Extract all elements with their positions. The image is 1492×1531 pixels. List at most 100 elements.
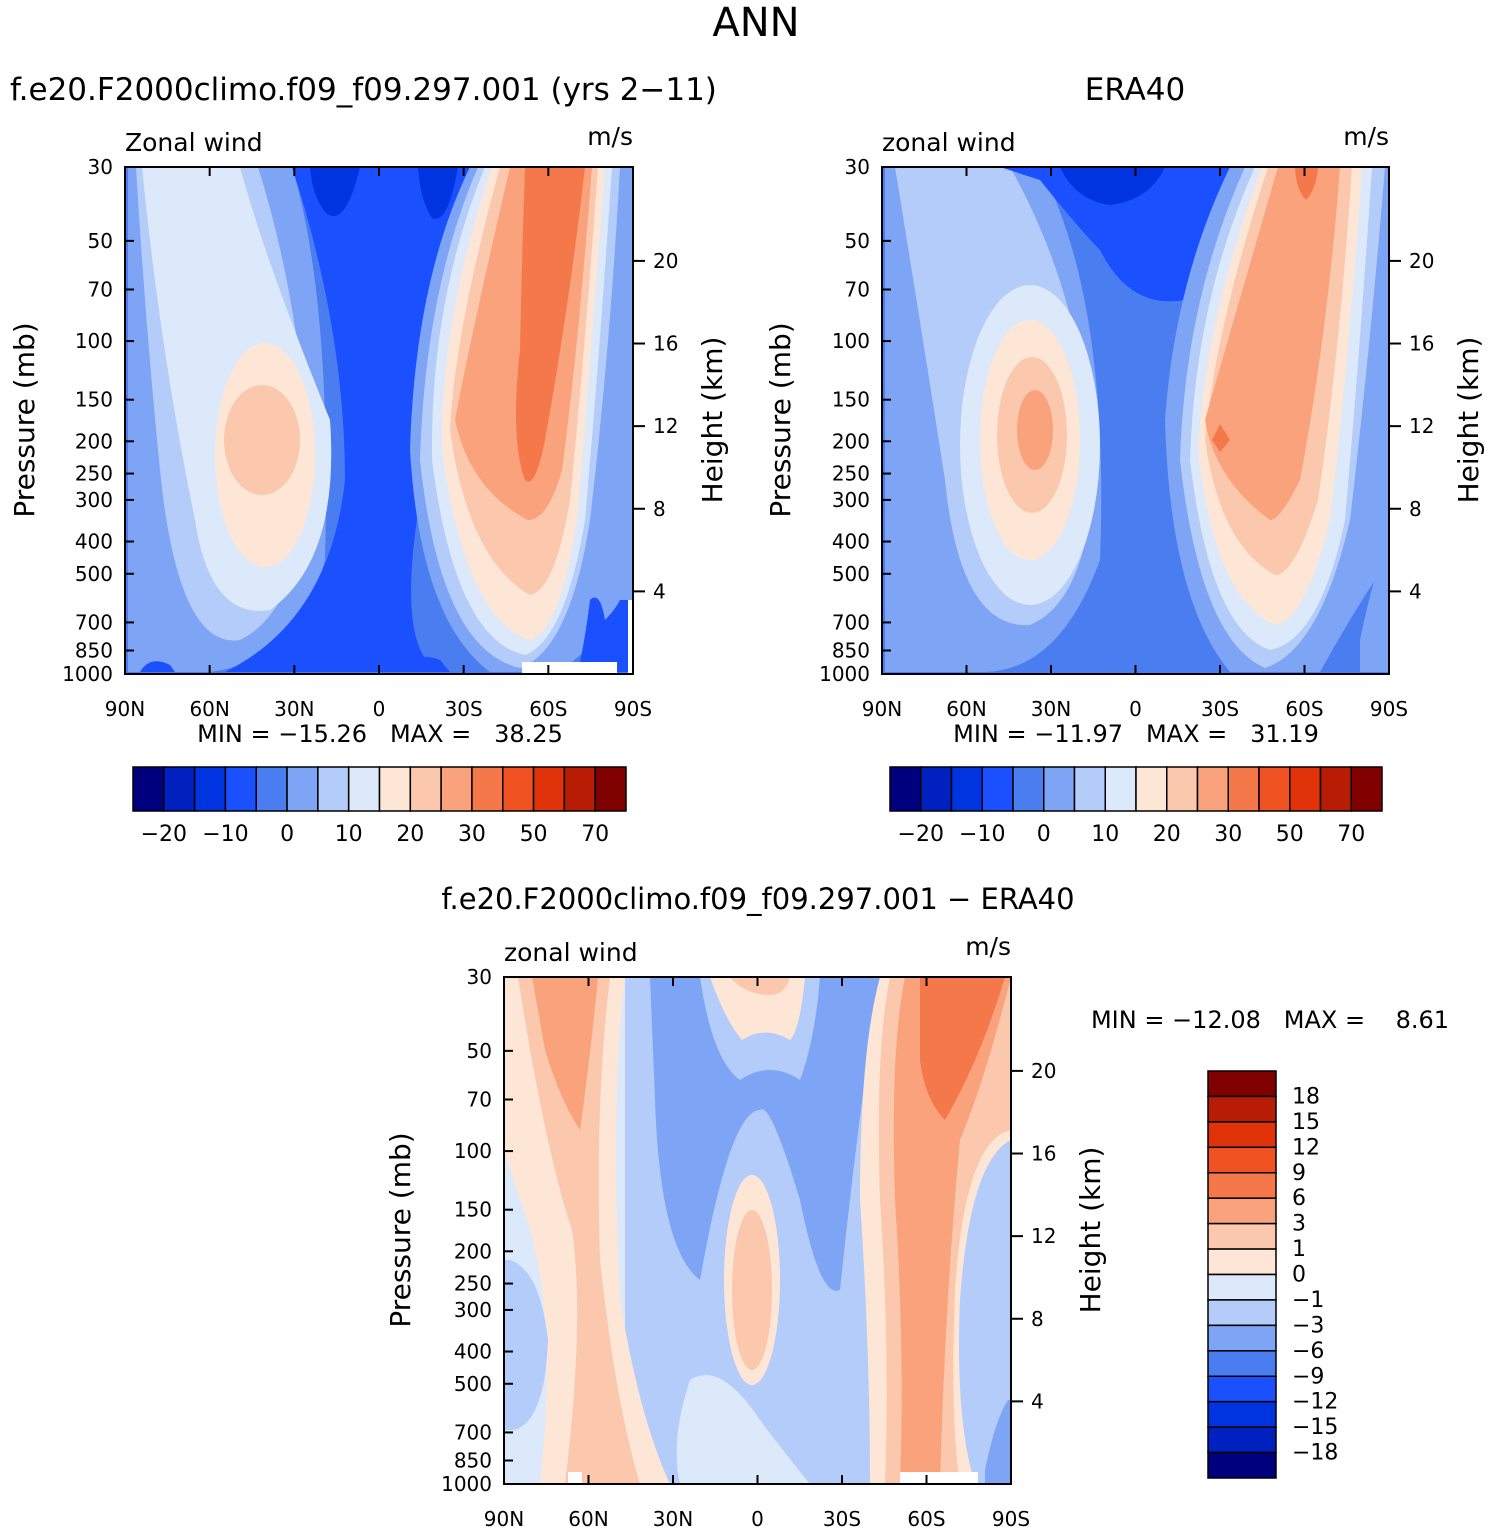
x-tick-label: 90S <box>614 697 652 721</box>
y-tick-label: 200 <box>75 429 113 453</box>
x-tick-label: 90N <box>105 697 145 721</box>
y-tick-label: 50 <box>845 229 870 253</box>
colorbar-label: −9 <box>1292 1364 1324 1389</box>
y-tick-label: 70 <box>845 278 870 302</box>
panel-diff-stats: MIN = −12.08 MAX = 8.61 <box>1091 1006 1449 1034</box>
contour-nh-jet-core <box>1017 390 1053 470</box>
x-tick-label: 30N <box>653 1507 693 1531</box>
colorbar-swatch <box>132 766 165 812</box>
y-tick-label: 400 <box>75 530 113 554</box>
y-tick-label: 1000 <box>62 662 113 686</box>
height-tick-label: 8 <box>1409 497 1422 521</box>
colorbar-swatch <box>471 766 504 812</box>
colorbar-swatch <box>1073 766 1106 812</box>
height-tick-label: 20 <box>1409 249 1434 273</box>
colorbar-label: 0 <box>1037 822 1051 847</box>
height-tick-label: 8 <box>653 497 666 521</box>
y-tick-label: 30 <box>88 155 113 179</box>
colorbar-swatch <box>1135 766 1168 812</box>
colorbar-swatch <box>193 766 227 812</box>
height-tick-label: 16 <box>653 332 678 356</box>
colorbar-swatch <box>1196 766 1229 812</box>
y-tick-label: 1000 <box>441 1472 492 1496</box>
y-tick-label: 100 <box>454 1139 492 1163</box>
y-tick-label: 850 <box>832 639 870 663</box>
panel-obs: ERA40 zonal wind m/s 3050701001502002503… <box>764 72 1485 847</box>
colorbar-swatch <box>1207 1426 1277 1454</box>
y-tick-label: 50 <box>467 1039 492 1063</box>
panel-diff: f.e20.F2000climo.f09_f09.297.001 − ERA40… <box>384 882 1449 1531</box>
colorbar-swatch <box>1207 1222 1277 1250</box>
colorbar-swatch <box>1207 1070 1277 1098</box>
colorbar-swatch <box>1043 766 1076 812</box>
y-tick-label: 70 <box>88 278 113 302</box>
colorbar-label: 0 <box>280 822 294 847</box>
height-tick-label: 20 <box>653 249 678 273</box>
colorbar-swatch <box>409 766 442 812</box>
colorbar-label: 50 <box>1276 822 1304 847</box>
x-tick-label: 60S <box>1285 697 1323 721</box>
colorbar-swatch <box>1012 766 1045 812</box>
contour-nh-neg-pocket <box>504 1260 548 1430</box>
panel-model-units: m/s <box>587 122 633 151</box>
contour-polar-strong <box>985 1400 1011 1484</box>
panel-model-stats: MIN = −15.26 MAX = 38.25 <box>197 720 563 748</box>
colorbar-swatch <box>347 766 381 812</box>
height-tick-label: 12 <box>1409 414 1434 438</box>
colorbar-swatch <box>224 766 257 812</box>
colorbar-label: −18 <box>1292 1441 1338 1466</box>
panel-obs-contours <box>882 167 1389 674</box>
colorbar-swatch <box>1227 766 1260 812</box>
colorbar-label: −1 <box>1292 1288 1324 1313</box>
colorbar-swatch <box>1319 766 1352 812</box>
y-tick-label: 300 <box>454 1298 492 1322</box>
missing-data <box>900 1472 978 1484</box>
x-tick-label: 60N <box>946 697 986 721</box>
panel-obs-var-label: zonal wind <box>882 128 1016 157</box>
contour-nh-jet-core <box>224 385 300 495</box>
panel-obs-ylabel-right: Height (km) <box>1452 337 1485 504</box>
colorbar-swatch <box>1258 766 1291 812</box>
panel-model-var-label: Zonal wind <box>125 128 263 157</box>
y-tick-label: 700 <box>454 1420 492 1444</box>
panel-diff-units: m/s <box>965 932 1011 961</box>
panel-model: f.e20.F2000climo.f09_f09.297.001 (yrs 2−… <box>8 72 729 847</box>
colorbar-swatch <box>1207 1197 1277 1225</box>
contour-polar-neg <box>975 1268 1007 1420</box>
height-tick-label: 16 <box>1031 1142 1056 1166</box>
x-tick-label: 30N <box>1031 697 1071 721</box>
colorbar-label: −15 <box>1292 1415 1338 1440</box>
colorbar-swatch <box>255 766 288 812</box>
x-tick-label: 60N <box>189 697 229 721</box>
colorbar-swatch <box>1207 1324 1277 1352</box>
height-tick-label: 12 <box>1031 1224 1056 1248</box>
y-tick-label: 700 <box>75 610 113 634</box>
colorbar-label: 20 <box>1153 822 1181 847</box>
contour-sh-jet-core <box>1212 167 1318 452</box>
missing-data-strip <box>628 600 633 674</box>
panel-model-ylabel-right: Height (km) <box>696 337 729 504</box>
height-tick-label: 4 <box>653 579 666 603</box>
contour-tropical-dark <box>225 167 485 672</box>
colorbar-label: −12 <box>1292 1390 1338 1415</box>
missing-data <box>522 662 617 674</box>
colorbar-swatch <box>1207 1146 1277 1174</box>
panel-diff-contours <box>504 977 1011 1484</box>
x-tick-label: 90N <box>484 1507 524 1531</box>
colorbar-label: −20 <box>141 822 187 847</box>
x-tick-label: 90S <box>1370 697 1408 721</box>
colorbar-swatch <box>1207 1095 1277 1123</box>
x-tick-label: 60N <box>568 1507 608 1531</box>
contour-polar-strong <box>1360 556 1389 672</box>
y-tick-label: 150 <box>75 388 113 412</box>
colorbar-swatch <box>1207 1273 1277 1301</box>
contour-tropical-strong <box>310 167 458 219</box>
panel-obs-ylabel: Pressure (mb) <box>764 322 797 517</box>
contour-sh-jet-core <box>516 167 585 482</box>
height-tick-label: 4 <box>1409 579 1422 603</box>
contour-tropical-neg <box>650 977 880 1291</box>
contour-tropical-pos-core <box>732 1210 772 1370</box>
y-tick-label: 850 <box>75 639 113 663</box>
